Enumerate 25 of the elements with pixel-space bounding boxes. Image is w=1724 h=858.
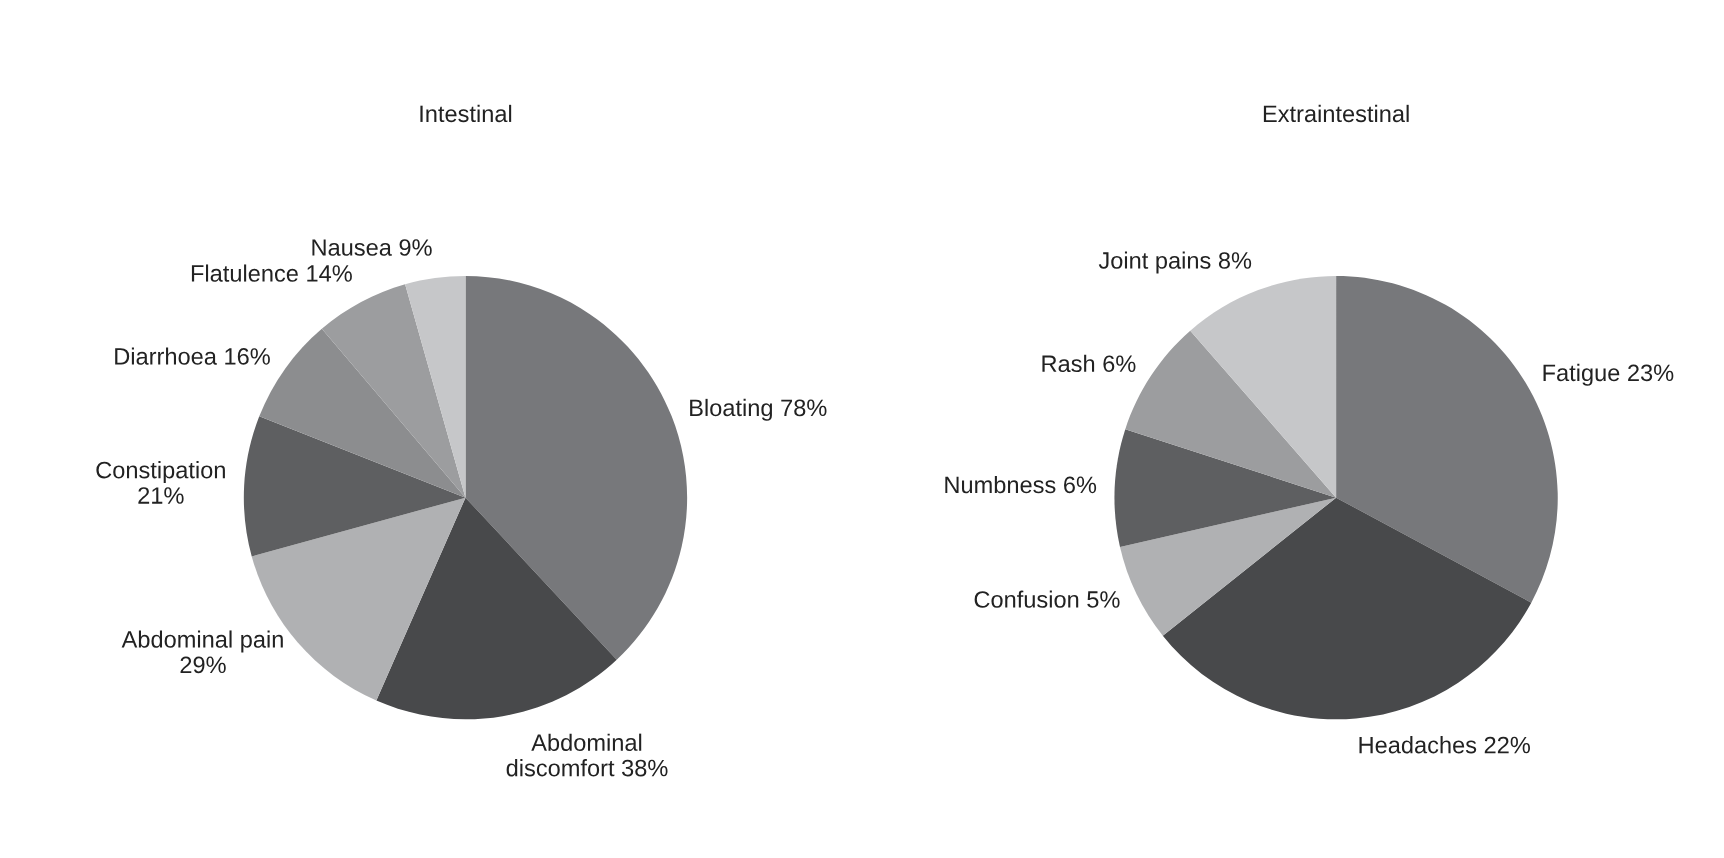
slice-label: Diarrhoea 16%: [115, 347, 270, 365]
pie-slice: [321, 284, 466, 498]
slice-label: Nausea 9%: [312, 239, 432, 256]
slice-label: Abdominal discomfort 38%: [506, 733, 668, 777]
data-label: 29%: [180, 656, 226, 674]
pie-slice: [1114, 429, 1337, 547]
slice-label: Fatigue 23%: [1543, 363, 1674, 386]
slice-label: Abdominal pain: [121, 630, 283, 653]
pie-slice: [376, 497, 617, 720]
pie-slice: [465, 275, 688, 660]
data-label: 21%: [138, 487, 184, 504]
pie-slice: [1162, 497, 1532, 720]
slice-label: Rash 6%: [1042, 354, 1136, 373]
slice-label: Constipation: [96, 461, 225, 484]
chart-title: Extraintestinal: [1263, 104, 1409, 123]
pie-slice: [1120, 497, 1337, 636]
slice-label: Joint pains 8%: [1098, 251, 1252, 274]
slice-label: Bloating 78%: [690, 398, 827, 421]
slice-label: Numbness 6%: [945, 475, 1097, 494]
chart-title: Intestinal: [420, 104, 512, 123]
slice-label: Confusion 5%: [974, 590, 1120, 608]
pie-slice: [1190, 275, 1337, 498]
pie-slice: [243, 416, 466, 557]
slice-label: Headaches 22%: [1359, 736, 1530, 754]
slice-label: Flatulence 14%: [191, 264, 352, 282]
